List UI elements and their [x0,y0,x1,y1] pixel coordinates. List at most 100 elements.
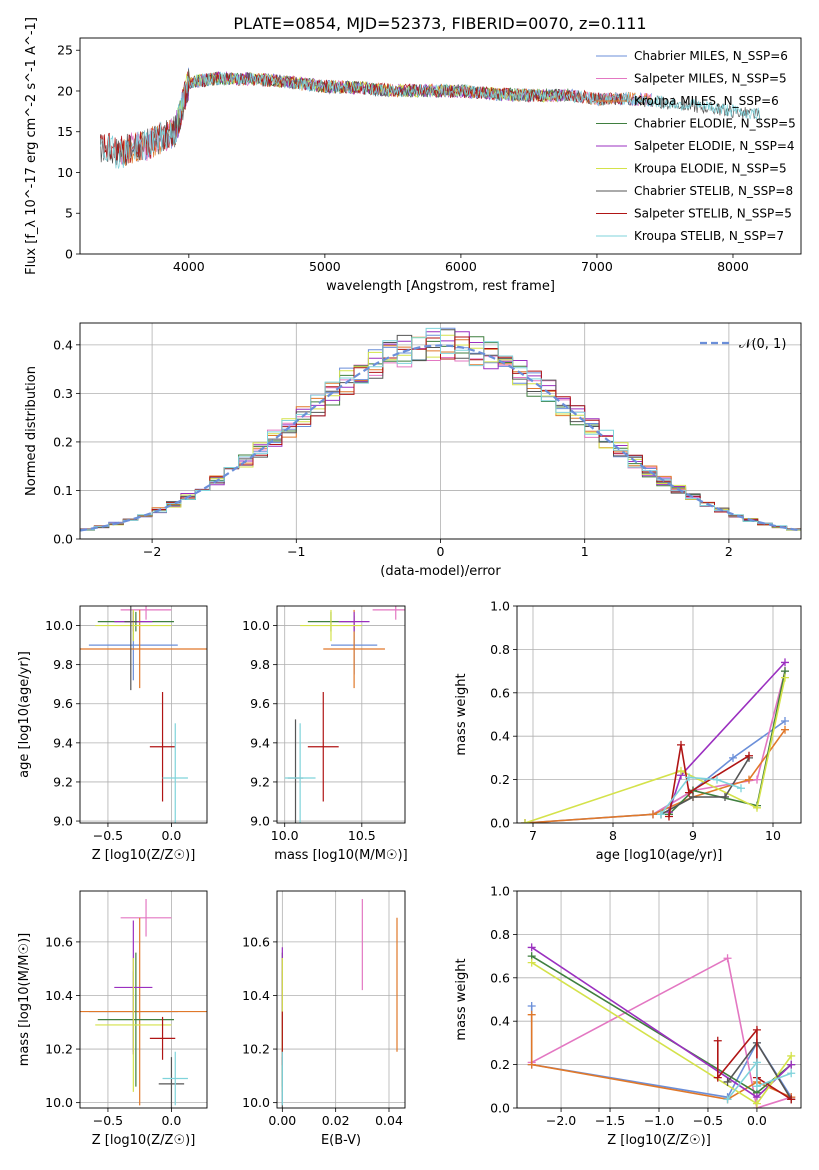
axes-frame [79,322,802,540]
weight-marker [752,1082,761,1091]
y-tick-label: 0.2 [53,434,73,449]
x-tick-label: 0.0 [747,1113,767,1128]
x-tick-label: 9 [689,828,697,843]
y-tick-label: 0.1 [53,483,73,498]
legend-label: Chabrier ELODIE, N_SSP=5 [634,117,796,131]
legend: Chabrier MILES, N_SSP=6 Salpeter MILES, N… [596,49,796,243]
x-axis-label: wavelength [Angstrom, rest frame] [326,279,555,294]
histogram [80,327,801,531]
x-tick-label: −0.5 [93,828,123,843]
weight-marker [649,810,657,819]
y-tick-label: 9.0 [53,814,73,829]
plot-area [527,943,796,1108]
x-tick-label: 10 [765,828,781,843]
y-tick-label: 0.4 [490,1014,510,1029]
y-tick-label: 0 [65,247,73,262]
x-tick-label: 4000 [173,259,205,274]
axes-frame [516,605,802,824]
legend-label: 𝒩(0, 1) [739,337,786,352]
y-tick-label: 0.2 [490,772,510,787]
figure-title: PLATE=0854, MJD=52373, FIBERID=0070, z=0… [233,14,646,33]
y-axis-label: Flux [f_λ 10^-17 erg cm^-2 s^-1 A^-1] [24,17,39,275]
panel-mass-vs-EBV: 0.00 0.02 0.04 10.0 10.2 10.4 10.6 E(B-V) [242,890,406,1148]
y-axis-label: mass weight [454,958,469,1040]
legend-label: Kroupa STELIB, N_SSP=7 [634,229,784,243]
y-axis-label: mass [log10(M/M☉)] [17,933,32,1066]
weight-marker [521,819,529,823]
y-tick-label: 15 [57,124,73,139]
x-tick-label: 0.00 [268,1113,296,1128]
panel-residuals: −2 −1 0 1 2 0.0 0.1 0.2 0.3 0.4 (data-model)/error… [24,322,802,579]
y-tick-label: 0.8 [490,642,510,657]
axes-frame [79,890,208,1109]
x-tick-label: −0.5 [693,1113,723,1128]
y-axis-label: age [log10(age/yr)] [17,651,32,778]
weight-marker [685,788,693,797]
weight-marker [723,1077,732,1086]
weight-marker [781,725,789,734]
plot-area [80,327,801,532]
y-tick-label: 9.4 [53,735,73,750]
weight-series [660,757,750,816]
legend-label: Salpeter MILES, N_SSP=5 [634,72,787,86]
y-tick-label: 0.2 [490,1057,510,1072]
axes-frame [79,37,802,255]
x-tick-label: 8000 [717,259,749,274]
weight-series [531,957,792,1108]
panel-age-vs-mass: 10.0 10.5 9.0 9.2 9.4 9.6 9.8 10.0 mass [log10(M… [242,605,408,863]
x-tick-label: 7 [529,828,537,843]
y-tick-label: 0.6 [490,685,510,700]
x-tick-label: 0.04 [375,1113,403,1128]
y-tick-label: 9.2 [53,774,73,789]
y-tick-label: 0.4 [53,337,73,352]
y-tick-label: 10.0 [45,618,73,633]
y-tick-label: 10.0 [45,1095,73,1110]
panel-mass-weight-vs-Z: −2.0 −1.5 −1.0 −0.5 0.0 0.0 0.2 0.4 0.6 0.8 1.0 Z [… [454,884,802,1148]
x-tick-label: 0.0 [161,828,181,843]
weight-series [726,1060,792,1100]
x-tick-label: 1 [581,544,589,559]
x-tick-label: −0.5 [93,1113,123,1128]
y-tick-label: 0.0 [53,532,73,547]
weight-marker [729,753,737,762]
legend-label: Salpeter ELODIE, N_SSP=4 [634,139,795,153]
y-tick-label: 0.0 [490,816,510,831]
legend-label: Salpeter STELIB, N_SSP=5 [634,207,792,221]
weight-marker [723,1095,732,1104]
y-tick-label: 9.0 [250,814,270,829]
weight-marker [787,1095,796,1104]
weight-marker [723,954,732,963]
y-tick-label: 10.4 [242,988,270,1003]
y-tick-label: 0.6 [490,970,510,985]
weight-series [668,744,750,817]
weight-marker [713,775,721,784]
x-axis-label: E(B-V) [321,1133,361,1148]
panel-mass-weight-vs-age: 7 8 9 10 0.0 0.2 0.4 0.6 0.8 1.0 age [log10(age/yr… [454,599,802,863]
x-tick-label: −2.0 [546,1113,576,1128]
x-tick-label: 10.5 [348,828,376,843]
x-tick-label: 8 [609,828,617,843]
axes-frame [276,605,406,824]
legend-label: Chabrier MILES, N_SSP=6 [634,49,788,63]
weight-marker [752,1058,761,1067]
x-tick-label: 7000 [581,259,613,274]
y-tick-label: 25 [57,43,73,58]
axes-frame [79,605,208,824]
plot-area [521,658,789,823]
x-tick-label: −1.0 [644,1113,674,1128]
x-tick-label: 6000 [445,259,477,274]
weight-marker [665,812,673,821]
x-axis-label: (data-model)/error [380,564,501,579]
legend: 𝒩(0, 1) [700,337,786,352]
y-tick-label: 10.6 [242,934,270,949]
weight-marker [781,717,789,726]
x-axis-label: Z [log10(Z/Z☉)] [92,1133,196,1148]
normal-curve [80,344,801,532]
weight-marker [657,810,665,819]
axes-frame [276,890,406,1109]
y-tick-label: 10.2 [242,1042,270,1057]
weight-series [524,677,786,823]
y-tick-label: 10.0 [242,1095,270,1110]
weight-marker [787,1051,796,1060]
plot-area [80,899,207,1108]
